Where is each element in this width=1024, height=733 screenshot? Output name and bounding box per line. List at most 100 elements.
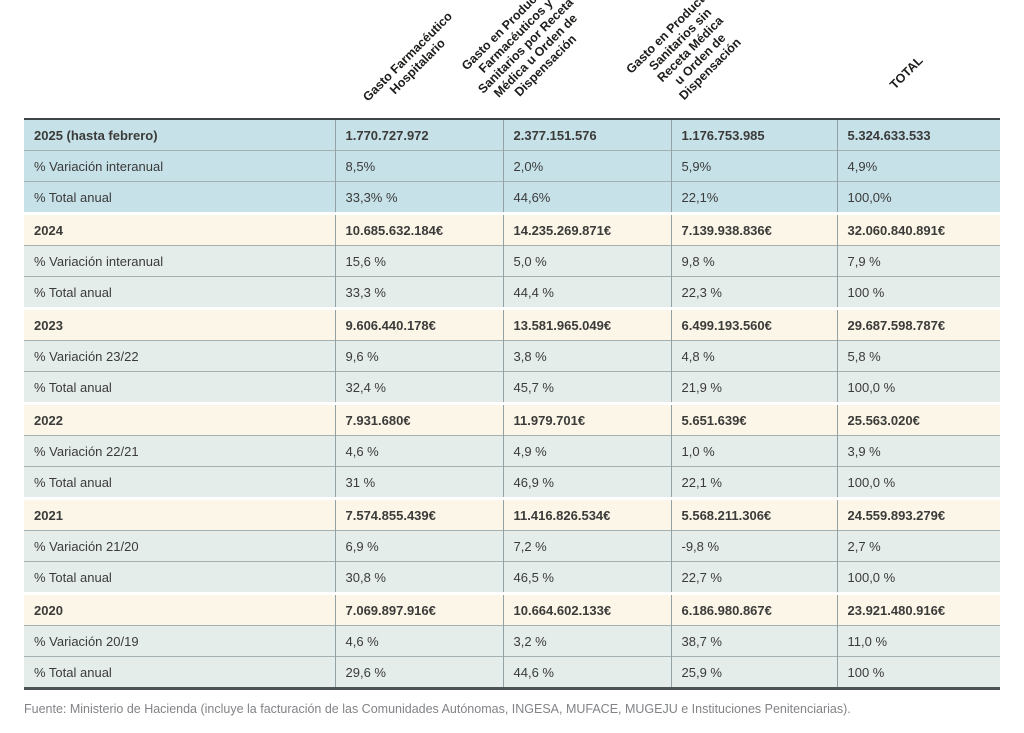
value-cell: 46,9 % (502, 466, 671, 499)
value-cell: 6,9 % (334, 530, 503, 562)
table-row: % Variación 23/22 9,6 % 3,8 % 4,8 % 5,8 % (24, 340, 1000, 372)
value-cell: 22,1 % (670, 466, 837, 499)
value-cell: 100 % (836, 656, 1000, 689)
table-row: 2025 (hasta febrero) 1.770.727.972 2.377.1… (24, 119, 1000, 151)
row-label: 2020 (24, 593, 335, 626)
table-row: % Total anual 33,3% % 44,6% 22,1% 100,0% (24, 181, 1000, 214)
row-label: % Variación 21/20 (24, 530, 335, 562)
value-cell: 3,9 % (836, 435, 1000, 467)
value-cell: 10.664.602.133€ (502, 593, 671, 626)
table-row: % Variación 22/21 4,6 % 4,9 % 1,0 % 3,9 % (24, 435, 1000, 467)
value-cell: 7.139.938.836€ (670, 213, 837, 246)
row-label: 2022 (24, 403, 335, 436)
value-cell: 31 % (334, 466, 503, 499)
value-cell: 4,6 % (334, 435, 503, 467)
table-row: 2020 7.069.897.916€ 10.664.602.133€ 6.186.9… (24, 593, 1000, 626)
value-cell: 4,8 % (670, 340, 837, 372)
table-row: 2023 9.606.440.178€ 13.581.965.049€ 6.499.1… (24, 308, 1000, 341)
row-label: 2024 (24, 213, 335, 246)
table-row: % Variación 20/19 4,6 % 3,2 % 38,7 % 11,0 % (24, 625, 1000, 657)
row-label: % Variación interanual (24, 245, 335, 277)
value-cell: 3,2 % (502, 625, 671, 657)
value-cell: 5.324.633.533 (836, 119, 1000, 151)
table-row: % Variación interanual 8,5% 2,0% 5,9% 4,9% (24, 150, 1000, 182)
column-header-gasto-productos-con-receta: Gasto en Productos Farmacéuticos y Sanit… (458, 0, 581, 101)
row-label: 2023 (24, 308, 335, 341)
value-cell: 5,9% (670, 150, 837, 182)
value-cell: 29.687.598.787€ (836, 308, 1000, 341)
value-cell: 9.606.440.178€ (334, 308, 503, 341)
value-cell: 1.770.727.972 (334, 119, 503, 151)
value-cell: 44,4 % (502, 276, 671, 309)
table-row: % Variación 21/20 6,9 % 7,2 % -9,8 % 2,7 % (24, 530, 1000, 562)
value-cell: 5,0 % (502, 245, 671, 277)
table-row: 2024 10.685.632.184€ 14.235.269.871€ 7.139.… (24, 213, 1000, 246)
table-row: % Total anual 33,3 % 44,4 % 22,3 % 100 % (24, 276, 1000, 309)
value-cell: 5,8 % (836, 340, 1000, 372)
value-cell: 100,0 % (836, 466, 1000, 499)
table-row: % Variación interanual 15,6 % 5,0 % 9,8 % 7,… (24, 245, 1000, 277)
value-cell: 1.176.753.985 (670, 119, 837, 151)
table-column-headers: Gasto Farmacéutico Hospitalario Gasto en… (0, 0, 1024, 118)
value-cell: 33,3 % (334, 276, 503, 309)
column-header-total: TOTAL (887, 53, 926, 92)
value-cell: 25.563.020€ (836, 403, 1000, 436)
value-cell: 2.377.151.576 (502, 119, 671, 151)
row-label: % Variación interanual (24, 150, 335, 182)
value-cell: 100 % (836, 276, 1000, 309)
row-label: % Variación 20/19 (24, 625, 335, 657)
value-cell: -9,8 % (670, 530, 837, 562)
value-cell: 45,7 % (502, 371, 671, 404)
column-header-gasto-productos-sin-receta: Gasto en Productos Sanitarios sin Receta… (623, 0, 744, 103)
value-cell: 33,3% % (334, 181, 503, 214)
value-cell: 7.931.680€ (334, 403, 503, 436)
value-cell: 15,6 % (334, 245, 503, 277)
row-label: % Total anual (24, 561, 335, 594)
value-cell: 7.574.855.439€ (334, 498, 503, 531)
value-cell: 2,7 % (836, 530, 1000, 562)
value-cell: 11.416.826.534€ (502, 498, 671, 531)
value-cell: 4,9% (836, 150, 1000, 182)
value-cell: 5.651.639€ (670, 403, 837, 436)
value-cell: 22,7 % (670, 561, 837, 594)
row-label: % Total anual (24, 371, 335, 404)
value-cell: 1,0 % (670, 435, 837, 467)
value-cell: 24.559.893.279€ (836, 498, 1000, 531)
value-cell: 23.921.480.916€ (836, 593, 1000, 626)
table-row: 2021 7.574.855.439€ 11.416.826.534€ 5.568.2… (24, 498, 1000, 531)
value-cell: 44,6 % (502, 656, 671, 689)
value-cell: 8,5% (334, 150, 503, 182)
row-label: % Variación 23/22 (24, 340, 335, 372)
value-cell: 7.069.897.916€ (334, 593, 503, 626)
value-cell: 29,6 % (334, 656, 503, 689)
row-label: 2025 (hasta febrero) (24, 119, 335, 151)
value-cell: 2,0% (502, 150, 671, 182)
row-label: % Total anual (24, 276, 335, 309)
value-cell: 32.060.840.891€ (836, 213, 1000, 246)
value-cell: 11.979.701€ (502, 403, 671, 436)
spending-table-body: 2025 (hasta febrero) 1.770.727.972 2.377.1… (24, 119, 1000, 689)
spending-table: 2025 (hasta febrero) 1.770.727.972 2.377.1… (24, 118, 1000, 690)
column-header-gasto-farmaceutico-hospitalario: Gasto Farmacéutico Hospitalario (360, 9, 456, 105)
table-row: % Total anual 30,8 % 46,5 % 22,7 % 100,0 % (24, 561, 1000, 594)
table-row: % Total anual 31 % 46,9 % 22,1 % 100,0 % (24, 466, 1000, 499)
value-cell: 10.685.632.184€ (334, 213, 503, 246)
row-label: % Total anual (24, 656, 335, 689)
value-cell: 22,1% (670, 181, 837, 214)
value-cell: 7,9 % (836, 245, 1000, 277)
value-cell: 38,7 % (670, 625, 837, 657)
table-row: % Total anual 29,6 % 44,6 % 25,9 % 100 % (24, 656, 1000, 689)
value-cell: 100,0 % (836, 371, 1000, 404)
row-label: % Variación 22/21 (24, 435, 335, 467)
value-cell: 100,0% (836, 181, 1000, 214)
table-row: 2022 7.931.680€ 11.979.701€ 5.651.639€ 25.56… (24, 403, 1000, 436)
value-cell: 9,6 % (334, 340, 503, 372)
value-cell: 100,0 % (836, 561, 1000, 594)
value-cell: 25,9 % (670, 656, 837, 689)
value-cell: 22,3 % (670, 276, 837, 309)
value-cell: 13.581.965.049€ (502, 308, 671, 341)
value-cell: 5.568.211.306€ (670, 498, 837, 531)
value-cell: 44,6% (502, 181, 671, 214)
value-cell: 30,8 % (334, 561, 503, 594)
